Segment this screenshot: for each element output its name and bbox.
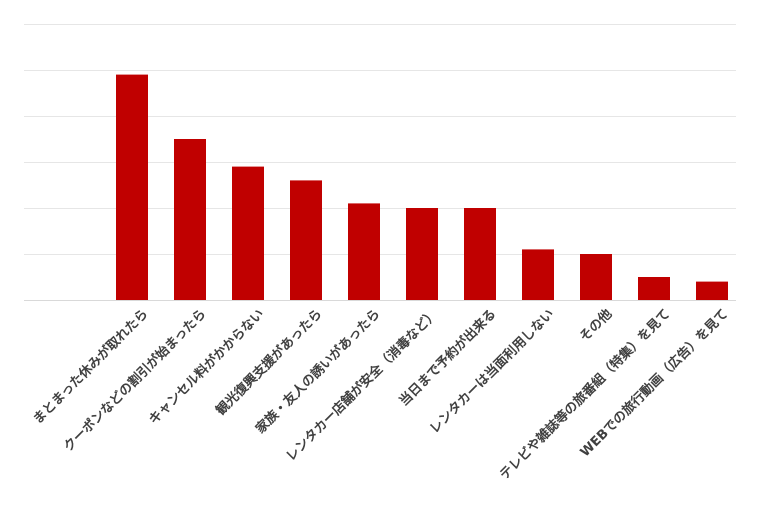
bar-0 xyxy=(116,74,148,300)
bars xyxy=(116,74,728,300)
bar-1 xyxy=(174,139,206,300)
bar-8 xyxy=(580,254,612,300)
category-label-0: まとまった休みが取れたら xyxy=(30,306,151,427)
bar-9 xyxy=(638,277,670,300)
category-label-6: 当日まで予約が出来る xyxy=(396,306,499,409)
bar-6 xyxy=(464,208,496,300)
category-label-3: 観光復興支援があったら xyxy=(212,306,325,419)
bar-5 xyxy=(406,208,438,300)
bar-2 xyxy=(232,166,264,300)
category-label-8: その他 xyxy=(576,306,615,345)
bar-3 xyxy=(290,180,322,300)
category-labels: まとまった休みが取れたらクーポンなどの割引が始まったらキャンセル料がかからない観… xyxy=(30,306,731,483)
bar-4 xyxy=(348,203,380,300)
bar-7 xyxy=(522,249,554,300)
category-label-2: キャンセル料がかからない xyxy=(146,306,268,428)
bar-10 xyxy=(696,281,728,300)
category-label-7: レンタカーは当面利用しない xyxy=(426,306,557,437)
category-label-4: 家族・友人の誘いがあったら xyxy=(252,306,383,437)
